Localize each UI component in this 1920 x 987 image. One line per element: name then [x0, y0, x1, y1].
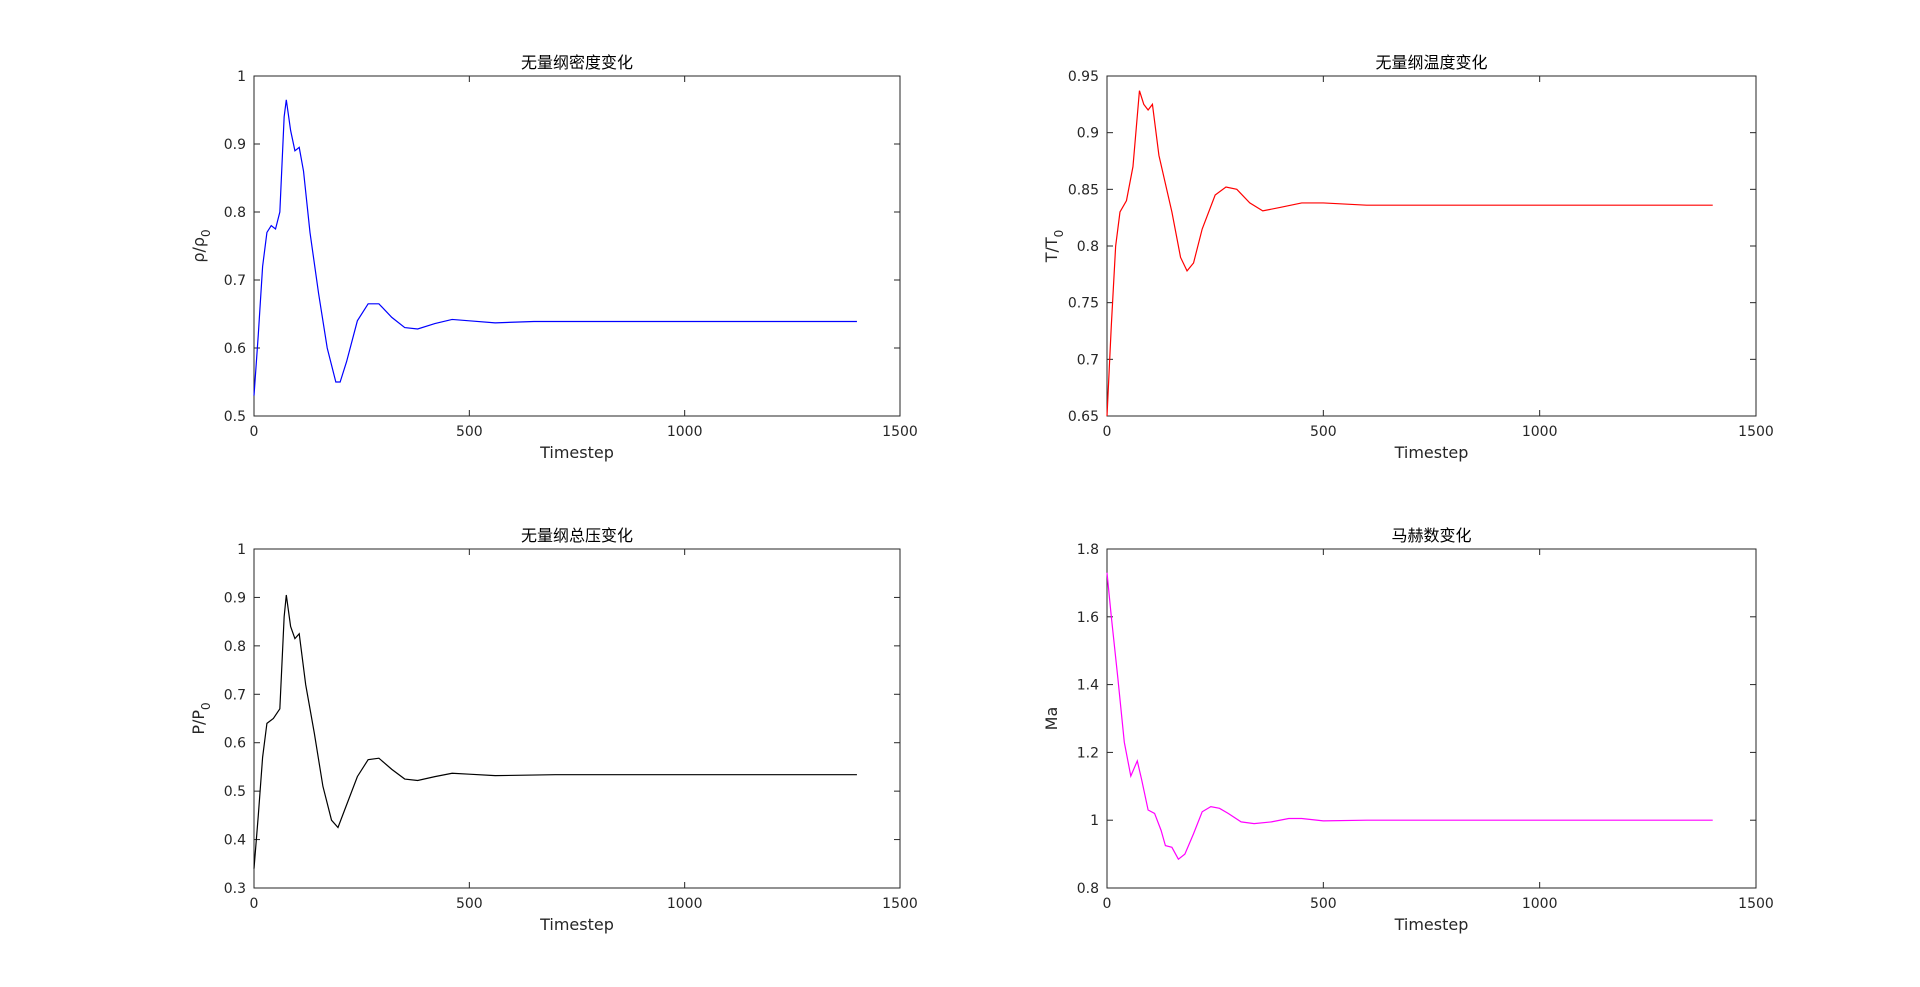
x-tick-label: 500 — [456, 896, 483, 912]
x-tick-label: 500 — [1310, 896, 1337, 912]
y-axis-label-main: P/P — [189, 710, 208, 735]
y-tick-label: 0.95 — [1068, 69, 1099, 85]
y-tick-label: 0.65 — [1068, 409, 1099, 425]
y-tick-label: 0.5 — [224, 409, 246, 425]
y-tick-label: 1.6 — [1077, 610, 1099, 626]
x-tick-label: 0 — [250, 424, 259, 440]
y-axis-label-sub: 0 — [199, 702, 213, 710]
x-tick-label: 0 — [1103, 896, 1112, 912]
data-line — [253, 594, 857, 869]
y-tick-label: 0.8 — [1077, 239, 1099, 255]
x-tick-label: 1500 — [882, 424, 918, 440]
y-tick-label: 0.75 — [1068, 296, 1099, 312]
x-tick-label: 0 — [250, 896, 259, 912]
y-tick-label: 0.8 — [224, 639, 246, 655]
x-tick-label: 1500 — [882, 896, 918, 912]
y-tick-label: 0.3 — [224, 881, 246, 897]
y-tick-label: 0.8 — [224, 205, 246, 221]
y-tick-label: 1 — [1090, 813, 1099, 829]
data-line — [1106, 572, 1713, 861]
y-axis-label: P/P0 — [189, 702, 213, 734]
x-axis-label: Timestep — [1394, 915, 1469, 934]
y-tick-label: 0.8 — [1077, 881, 1099, 897]
chart-title: 无量纲温度变化 — [1375, 53, 1487, 72]
y-axis-label: T/T0 — [1042, 230, 1066, 264]
x-tick-label: 1000 — [1522, 424, 1558, 440]
x-tick-label: 1500 — [1738, 896, 1774, 912]
x-tick-label: 1000 — [1522, 896, 1558, 912]
y-tick-label: 1.8 — [1077, 542, 1099, 558]
axes-box — [253, 548, 901, 889]
x-axis-label: Timestep — [539, 915, 614, 934]
axes-box — [253, 75, 901, 417]
x-tick-label: 0 — [1103, 424, 1112, 440]
y-axis-label: ρ/ρ0 — [189, 229, 213, 262]
x-tick-label: 1000 — [667, 896, 703, 912]
data-line — [253, 99, 857, 396]
y-tick-label: 1 — [237, 542, 246, 558]
chart-title: 马赫数变化 — [1391, 526, 1471, 545]
y-tick-label: 0.7 — [224, 273, 246, 289]
axes-box — [1106, 548, 1757, 889]
y-tick-label: 0.9 — [1077, 126, 1099, 142]
data-line — [1106, 90, 1713, 417]
y-axis-label-sub: 0 — [199, 229, 213, 237]
y-axis-label-main: T/T — [1042, 237, 1061, 263]
y-tick-label: 0.85 — [1068, 182, 1099, 198]
y-tick-label: 0.9 — [224, 137, 246, 153]
y-axis-label: Ma — [1042, 707, 1061, 731]
x-tick-label: 1500 — [1738, 424, 1774, 440]
x-tick-label: 1000 — [667, 424, 703, 440]
y-tick-label: 0.6 — [224, 341, 246, 357]
y-tick-label: 0.4 — [224, 833, 246, 849]
x-tick-label: 500 — [456, 424, 483, 440]
y-axis-label-main: Ma — [1042, 707, 1061, 731]
x-tick-label: 500 — [1310, 424, 1337, 440]
y-tick-label: 0.7 — [224, 687, 246, 703]
y-axis-label-main: ρ/ρ — [189, 237, 208, 263]
y-tick-label: 0.5 — [224, 784, 246, 800]
y-tick-label: 1 — [237, 69, 246, 85]
chart-title: 无量纲密度变化 — [521, 53, 633, 72]
y-tick-label: 0.7 — [1077, 352, 1099, 368]
y-tick-label: 0.9 — [224, 590, 246, 606]
y-axis-label-sub: 0 — [1052, 230, 1066, 238]
x-axis-label: Timestep — [539, 443, 614, 462]
y-tick-label: 0.6 — [224, 736, 246, 752]
y-tick-label: 1.2 — [1077, 745, 1099, 761]
chart-title: 无量纲总压变化 — [521, 526, 633, 545]
axes-box — [1106, 75, 1757, 417]
x-axis-label: Timestep — [1394, 443, 1469, 462]
y-tick-label: 1.4 — [1077, 678, 1099, 694]
